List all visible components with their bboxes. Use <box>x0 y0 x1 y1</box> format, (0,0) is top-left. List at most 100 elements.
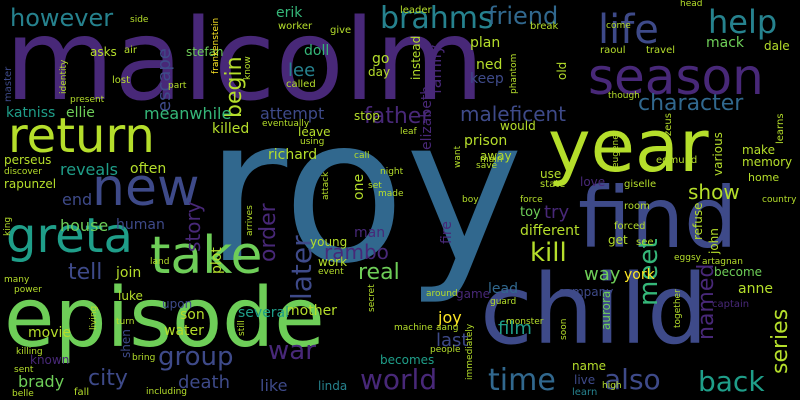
word-story: story <box>181 201 205 252</box>
word-game: game <box>456 287 491 301</box>
word-living: turn <box>116 317 135 327</box>
word-greta: greta <box>6 208 133 264</box>
word-refuse: refuse <box>691 202 705 240</box>
word-part: part <box>168 81 187 91</box>
word-man: man <box>354 225 386 241</box>
word-lost: lost <box>112 75 131 86</box>
word-city: city <box>88 366 128 391</box>
word-would: would <box>500 119 536 133</box>
word-prison: prison <box>464 133 508 149</box>
word-boy: force <box>520 195 543 205</box>
word-series: series <box>768 308 793 374</box>
word-tell: tell <box>68 260 103 285</box>
word-upon: upon <box>162 297 193 311</box>
word-country: immediately <box>465 323 475 380</box>
word-monster: guard <box>490 297 517 307</box>
word-many: living <box>89 305 99 330</box>
word-leave: leave <box>298 125 331 139</box>
word-go: go <box>372 51 390 67</box>
word-use: use <box>540 167 562 181</box>
word-brady: brady <box>18 372 65 391</box>
word-made: want <box>453 145 463 168</box>
word-travel: travel <box>646 45 676 56</box>
word-brahms: brahms <box>380 1 494 36</box>
word-toy: toy <box>520 205 541 220</box>
word-night: call <box>354 151 370 161</box>
word-war: war <box>268 336 316 366</box>
word-try: try <box>544 202 570 223</box>
word-season: season <box>588 48 764 106</box>
word-meanwhile: meanwhile <box>144 104 232 123</box>
word-raoul: raoul <box>600 45 626 56</box>
word-new: new <box>92 158 200 218</box>
word-child: child <box>480 254 708 366</box>
word-event: still <box>237 320 247 336</box>
word-plot: land <box>150 257 170 267</box>
word-year: year <box>548 104 709 188</box>
word-ned: ned <box>476 57 503 73</box>
word-memory: memory <box>742 155 793 169</box>
word-come: come <box>606 21 631 31</box>
word-fire: fire <box>439 221 455 244</box>
word-air: air <box>124 45 138 56</box>
word-land: power <box>14 285 42 295</box>
word-perseus: perseus <box>4 153 52 167</box>
word-doll: doll <box>304 43 330 59</box>
word-malcolm: malcolm <box>5 0 485 126</box>
word-become: become <box>714 265 763 279</box>
word-high: country <box>762 195 797 205</box>
word-edmund: edmund <box>656 155 698 166</box>
word-discover: discover <box>4 167 42 177</box>
word-plan: plan <box>470 35 501 51</box>
word-using: leaf <box>400 127 417 137</box>
word-film: film <box>498 318 532 339</box>
word-rambo: rambo <box>324 240 389 264</box>
word-immediately: attack <box>321 171 331 200</box>
word-present: present <box>70 95 105 105</box>
word-human: human <box>116 217 165 233</box>
word-killed: killed <box>212 121 250 137</box>
word-instead: instead <box>409 35 423 80</box>
word-last: last <box>436 330 469 351</box>
word-richard: richard <box>268 147 318 163</box>
word-young: young <box>310 235 348 249</box>
word-leader: leader <box>400 5 432 16</box>
word-master: master <box>3 66 14 102</box>
word-arrives: plot <box>209 247 225 274</box>
word-maleficent: maleficent <box>460 102 567 126</box>
word-forced: forced <box>614 221 646 232</box>
word-death: death <box>178 372 230 393</box>
word-elizabeth: elizabeth <box>419 85 435 150</box>
word-old: old <box>555 61 569 80</box>
word-artagnan: different <box>520 223 580 239</box>
word-life: life <box>598 7 659 53</box>
word-linda: linda <box>318 379 348 393</box>
word-katniss: katniss <box>6 105 56 121</box>
word-state: state <box>540 179 566 190</box>
word-give: give <box>330 25 352 36</box>
word-secret: monster <box>506 317 544 327</box>
word-reveals: reveals <box>60 160 118 179</box>
word-around: event <box>318 267 344 277</box>
word-show: show <box>688 180 740 204</box>
word-belle: killing <box>16 347 43 357</box>
word-live: live <box>574 373 596 387</box>
word-company: company <box>558 285 614 299</box>
word-becomes: becomes <box>380 353 435 367</box>
word-find: find <box>578 169 738 267</box>
word-several: several <box>238 305 290 321</box>
word-know: using <box>300 137 325 147</box>
word-episode: episode <box>4 271 325 366</box>
word-get: get <box>608 233 628 247</box>
word-bring: including <box>146 387 187 397</box>
word-mack: mack <box>706 35 745 51</box>
word-leaf: main <box>480 155 503 165</box>
word-house: house <box>60 216 109 235</box>
word-see: see <box>636 237 654 248</box>
word-eggsy: artagnan <box>702 257 743 267</box>
word-order: order <box>256 203 281 262</box>
word-aurora: aurora <box>599 290 613 330</box>
word-join: join <box>116 265 142 281</box>
word-home: home <box>748 171 780 184</box>
